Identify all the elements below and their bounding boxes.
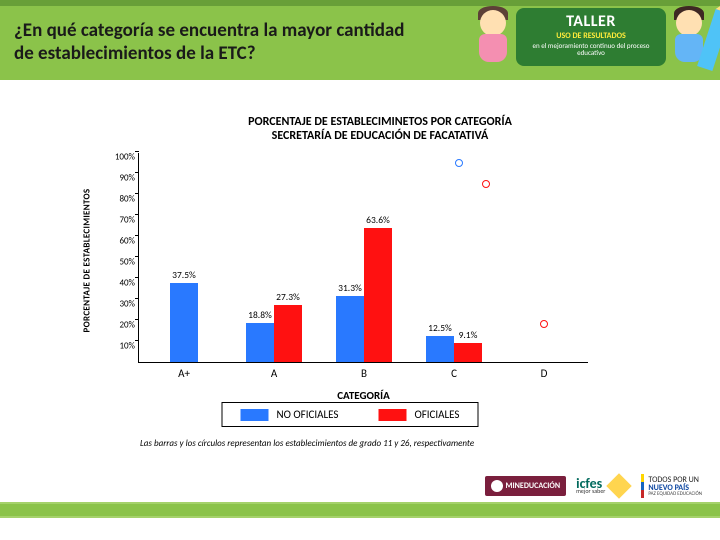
- legend-label-no-oficiales: NO OFICIALES: [277, 408, 339, 421]
- ytick-mark: [135, 214, 139, 215]
- ytick-mark: [135, 298, 139, 299]
- legend: NO OFICIALES OFICIALES: [222, 402, 479, 427]
- bar-label: 9.1%: [459, 329, 478, 341]
- ytick-label: 60%: [103, 236, 135, 247]
- bar-no-oficiales: 37.5%: [170, 283, 198, 362]
- chart-footnote: Las barras y los círculos representan lo…: [140, 438, 474, 449]
- footer-logos: MINEDUCACIÓN icfes mejor saber TODOS POR…: [485, 474, 702, 498]
- ytick-label: 70%: [103, 215, 135, 226]
- bar-label: 18.8%: [248, 309, 272, 321]
- category-label: D: [541, 367, 548, 380]
- ytick-mark: [135, 151, 139, 152]
- legend-swatch-oficiales: [378, 409, 406, 421]
- bar-label: 63.6%: [366, 214, 390, 226]
- ytick-mark: [135, 277, 139, 278]
- legend-item-oficiales: OFICIALES: [378, 408, 459, 421]
- bar-no-oficiales: 18.8%: [246, 323, 274, 362]
- legend-item-no-oficiales: NO OFICIALES: [241, 408, 339, 421]
- taller-title: TALLER: [522, 12, 660, 31]
- ytick-label: 50%: [103, 257, 135, 268]
- taller-sub1: USO DE RESULTADOS: [522, 31, 660, 41]
- bar-oficiales: 63.6%: [364, 228, 392, 362]
- chart-plot: 10%20%30%40%50%60%70%80%90%100%A+37.5%A1…: [138, 153, 588, 363]
- legend-swatch-no-oficiales: [241, 409, 269, 421]
- ytick-mark: [135, 319, 139, 320]
- check-icon: [607, 473, 632, 498]
- ytick-mark: [135, 172, 139, 173]
- footer-band: [0, 502, 720, 518]
- ytick-label: 80%: [103, 194, 135, 205]
- ytick-label: 90%: [103, 173, 135, 184]
- y-axis-label: PORCENTAJE DE ESTABLECIMIENTOS: [78, 155, 96, 365]
- category-label: B: [361, 367, 367, 380]
- bar-oficiales: 9.1%: [454, 343, 482, 362]
- category-label: C: [451, 367, 457, 380]
- bar-label: 31.3%: [338, 282, 362, 294]
- bar-label: 27.3%: [276, 291, 300, 303]
- header-question: ¿En qué categoría se encuentra la mayor …: [14, 20, 424, 66]
- circle-marker: [540, 320, 548, 328]
- taller-sub2: en el mejoramiento continuo del proceso …: [522, 42, 660, 57]
- ytick-label: 100%: [103, 152, 135, 163]
- chart-title: PORCENTAJE DE ESTABLECIMINETOS POR CATEG…: [160, 115, 600, 144]
- bar-no-oficiales: 31.3%: [336, 296, 364, 362]
- x-axis-label: CATEGORÍA: [139, 389, 588, 402]
- bar-label: 12.5%: [428, 322, 452, 334]
- ytick-mark: [135, 193, 139, 194]
- ytick-mark: [135, 340, 139, 341]
- ytick-label: 10%: [103, 341, 135, 352]
- chart-title-l2: SECRETARÍA DE EDUCACIÓN DE FACATATIVÁ: [160, 129, 600, 143]
- bar-label: 37.5%: [172, 269, 196, 281]
- boy-mascot-icon: [668, 4, 710, 70]
- chart-title-l1: PORCENTAJE DE ESTABLECIMINETOS POR CATEG…: [160, 115, 600, 129]
- ytick-label: 40%: [103, 278, 135, 289]
- taller-sign: TALLER USO DE RESULTADOS en el mejoramie…: [516, 8, 666, 66]
- chart-container: PORCENTAJE DE ESTABLECIMINETOS POR CATEG…: [80, 115, 620, 455]
- circle-marker: [482, 180, 490, 188]
- flag-icon: [641, 474, 644, 498]
- mineducacion-logo: MINEDUCACIÓN: [485, 476, 567, 496]
- nuevo-pais-logo: TODOS POR UN NUEVO PAÍS PAZ EQUIDAD EDUC…: [641, 474, 702, 498]
- bar-oficiales: 27.3%: [274, 305, 302, 362]
- slide-header: ¿En qué categoría se encuentra la mayor …: [0, 0, 720, 80]
- category-label: A+: [178, 367, 190, 380]
- ytick-mark: [135, 256, 139, 257]
- header-mascots: TALLER USO DE RESULTADOS en el mejoramie…: [472, 4, 710, 70]
- circle-marker: [455, 159, 463, 167]
- bar-no-oficiales: 12.5%: [426, 336, 454, 362]
- ytick-mark: [135, 235, 139, 236]
- category-label: A: [271, 367, 277, 380]
- ytick-label: 30%: [103, 299, 135, 310]
- legend-label-oficiales: OFICIALES: [414, 408, 459, 421]
- ytick-label: 20%: [103, 320, 135, 331]
- girl-mascot-icon: [472, 4, 514, 70]
- icfes-logo: icfes mejor saber: [576, 477, 631, 495]
